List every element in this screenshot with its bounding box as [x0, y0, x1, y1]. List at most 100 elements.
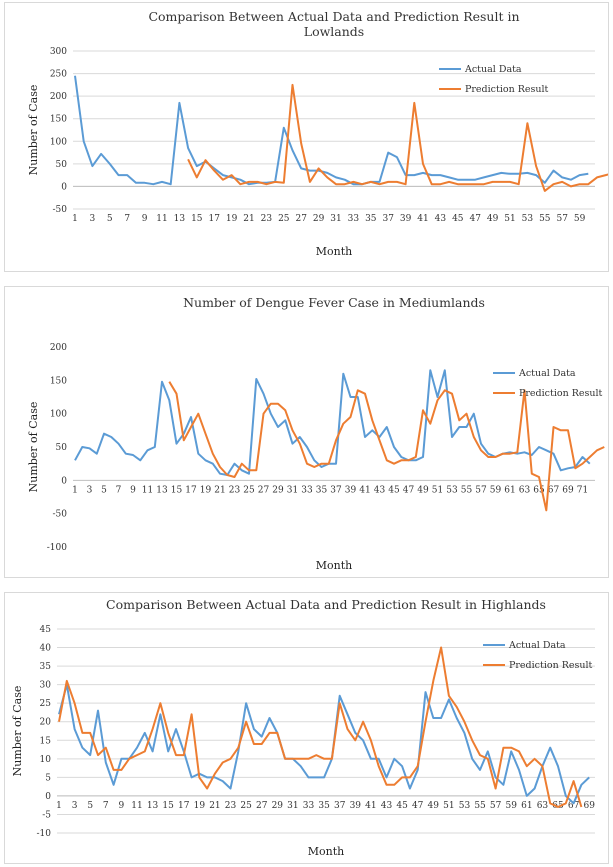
- actual-data-line: [74, 75, 589, 186]
- x-tick-label: 37: [334, 801, 346, 811]
- x-tick-label: 47: [469, 214, 481, 224]
- x-axis-title: Month: [316, 245, 352, 258]
- y-tick-label: 10: [40, 755, 52, 765]
- y-tick-label: -50: [53, 510, 68, 520]
- x-tick-label: 9: [142, 214, 148, 224]
- x-tick-label: 25: [243, 485, 255, 495]
- x-tick-label: 65: [533, 485, 545, 495]
- x-tick-label: 27: [295, 214, 307, 224]
- prediction-result-line: [58, 646, 583, 808]
- y-tick-label: 0: [45, 792, 51, 802]
- x-tick-label: 7: [103, 801, 109, 811]
- x-tick-label: 59: [490, 485, 502, 495]
- y-tick-label: 200: [50, 343, 67, 353]
- y-tick-label: 100: [50, 137, 67, 147]
- y-axis-title: Number of Case: [11, 686, 24, 777]
- chart-title: Number of Dengue Fever Case in Mediumlan…: [183, 295, 485, 310]
- x-tick-label: 15: [162, 801, 174, 811]
- x-tick-label: 23: [225, 801, 237, 811]
- prediction-result-line: [187, 83, 608, 192]
- x-tick-label: 45: [388, 485, 400, 495]
- x-tick-label: 43: [381, 801, 393, 811]
- x-tick-label: 53: [522, 214, 534, 224]
- y-tick-label: 15: [40, 736, 52, 746]
- y-tick-label: 50: [56, 443, 68, 453]
- x-tick-label: 43: [435, 214, 447, 224]
- x-tick-label: 41: [365, 801, 376, 811]
- x-tick-label: 39: [350, 801, 362, 811]
- x-tick-label: 35: [316, 485, 328, 495]
- x-tick-label: 5: [87, 801, 93, 811]
- x-tick-label: 35: [318, 801, 330, 811]
- x-tick-label: 21: [214, 485, 225, 495]
- y-tick-label: 200: [50, 92, 67, 102]
- y-tick-label: 100: [50, 410, 67, 420]
- x-tick-label: 9: [130, 485, 136, 495]
- x-tick-label: 3: [90, 214, 96, 224]
- x-tick-label: 53: [459, 801, 471, 811]
- x-tick-label: 49: [487, 214, 499, 224]
- x-tick-label: 1: [72, 214, 78, 224]
- x-tick-label: 67: [568, 801, 580, 811]
- highlands-chart-svg: Comparison Between Actual Data and Predi…: [11, 597, 595, 858]
- x-tick-label: 35: [365, 214, 377, 224]
- x-tick-label: 61: [504, 485, 515, 495]
- y-tick-label: 250: [50, 70, 67, 80]
- x-tick-label: 55: [539, 214, 551, 224]
- x-tick-label: 5: [101, 485, 107, 495]
- x-tick-label: 59: [506, 801, 518, 811]
- x-tick-label: 69: [562, 485, 574, 495]
- legend-label: Actual Data: [518, 368, 576, 379]
- x-tick-label: 1: [72, 485, 78, 495]
- mediumlands-chart: Number of Dengue Fever Case in Mediumlan…: [4, 286, 609, 578]
- x-tick-label: 49: [417, 485, 429, 495]
- x-tick-label: 27: [256, 801, 268, 811]
- y-axis-title: Number of Case: [27, 85, 40, 176]
- x-tick-label: 43: [374, 485, 386, 495]
- x-tick-label: 47: [403, 485, 415, 495]
- x-tick-label: 15: [171, 485, 183, 495]
- actual-data-line: [58, 683, 590, 805]
- x-tick-label: 31: [330, 214, 341, 224]
- y-tick-label: 35: [40, 662, 52, 672]
- x-tick-label: 11: [156, 214, 167, 224]
- y-tick-label: 50: [56, 160, 68, 170]
- y-tick-label: 20: [40, 718, 52, 728]
- x-tick-label: 57: [475, 485, 487, 495]
- x-tick-label: 3: [72, 801, 78, 811]
- x-tick-label: 17: [185, 485, 197, 495]
- y-tick-label: 40: [40, 644, 52, 654]
- y-tick-label: 30: [40, 681, 52, 691]
- x-tick-label: 31: [287, 801, 298, 811]
- y-tick-label: 25: [40, 699, 52, 709]
- x-tick-label: 17: [178, 801, 190, 811]
- x-tick-label: 19: [194, 801, 206, 811]
- x-tick-label: 21: [243, 214, 254, 224]
- chart-title: Comparison Between Actual Data and Predi…: [148, 9, 519, 24]
- y-tick-label: 150: [50, 115, 67, 125]
- y-tick-label: -5: [42, 810, 51, 820]
- y-tick-label: 5: [45, 773, 51, 783]
- x-tick-label: 9: [119, 801, 125, 811]
- x-tick-label: 45: [396, 801, 408, 811]
- y-tick-label: -100: [47, 543, 67, 553]
- x-tick-label: 19: [226, 214, 238, 224]
- highlands-chart: Comparison Between Actual Data and Predi…: [4, 592, 609, 864]
- x-tick-label: 63: [537, 801, 549, 811]
- x-tick-label: 37: [382, 214, 394, 224]
- lowlands-chart-svg: Comparison Between Actual Data and Predi…: [27, 9, 608, 258]
- lowlands-chart: Comparison Between Actual Data and Predi…: [4, 2, 609, 272]
- x-tick-label: 45: [452, 214, 464, 224]
- y-tick-label: 300: [50, 47, 67, 57]
- y-tick-label: -50: [53, 205, 68, 215]
- x-tick-label: 59: [574, 214, 586, 224]
- y-tick-label: 45: [40, 625, 52, 635]
- x-tick-label: 29: [313, 214, 325, 224]
- x-tick-label: 13: [156, 485, 168, 495]
- y-axis-title: Number of Case: [27, 402, 40, 493]
- actual-data-line: [74, 369, 591, 476]
- x-tick-label: 63: [519, 485, 531, 495]
- x-tick-label: 17: [208, 214, 220, 224]
- x-tick-label: 51: [432, 485, 443, 495]
- x-tick-label: 29: [272, 485, 284, 495]
